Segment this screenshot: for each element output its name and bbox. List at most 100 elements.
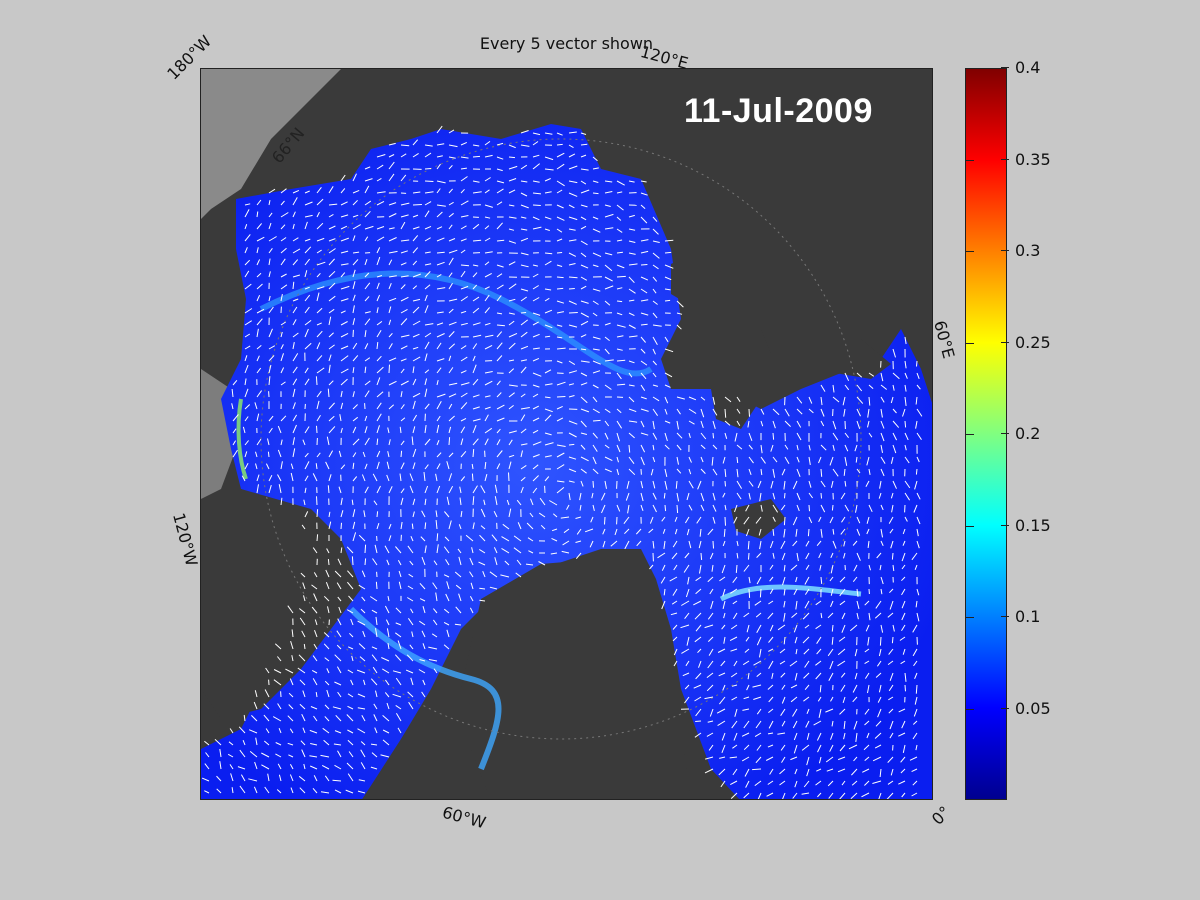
drift-vector [628,420,638,423]
drift-vector [742,708,750,711]
drift-vector [867,540,870,548]
colorbar-tick-mark [966,342,974,344]
drift-vector [400,174,407,182]
drift-vector [805,564,810,570]
drift-vector [520,476,526,482]
drift-vector [580,132,587,135]
drift-vector [435,592,438,602]
drift-vector [424,388,428,398]
drift-vector [520,216,527,219]
drift-vector [880,384,888,390]
drift-vector [316,249,322,254]
drift-vector [556,381,566,386]
drift-vector [742,660,750,666]
drift-vector [640,384,646,391]
drift-vector [790,564,798,571]
drift-vector [292,223,295,230]
drift-vector [370,596,378,602]
drift-vector [357,707,366,710]
drift-vector [244,388,249,398]
drift-vector [311,669,318,674]
drift-vector [783,612,786,622]
drift-vector [380,754,390,758]
drift-vector [484,237,491,242]
drift-vector [508,156,516,159]
drift-vector [817,696,822,702]
drift-vector [334,764,342,770]
drift-vector [448,272,453,278]
drift-vector [856,420,861,429]
drift-vector [671,552,678,560]
drift-vector [853,564,858,572]
alaska-land [201,69,341,219]
drift-vector [891,552,894,560]
drift-vector [676,504,679,514]
drift-vector [711,456,714,466]
drift-vector [704,768,714,774]
drift-vector [616,348,623,351]
drift-vector [388,523,392,530]
drift-vector [712,516,716,524]
drift-vector [352,391,355,398]
drift-vector [748,468,752,475]
drift-vector [592,300,599,305]
drift-vector [820,384,826,392]
drift-vector [232,440,237,446]
drift-vector [748,492,751,500]
drift-vector [436,188,441,194]
drift-vector [421,691,426,698]
drift-vector [604,408,611,414]
drift-vector [268,484,272,494]
drift-vector [424,191,434,194]
drift-vector [829,456,834,466]
drift-vector [652,480,656,489]
drift-vector [313,572,318,578]
drift-vector [806,732,810,740]
drift-vector [695,708,702,717]
drift-vector [843,552,846,559]
drift-vector [388,202,397,206]
drift-vector [520,164,528,170]
drift-vector [733,516,738,524]
drift-vector [388,250,398,254]
drift-vector [304,475,309,482]
drift-vector [460,167,467,170]
drift-vector [508,332,518,338]
drift-vector [628,263,638,266]
drift-vector [777,732,786,735]
drift-vector [508,144,516,149]
drift-vector [469,595,474,602]
drift-vector [909,756,918,761]
drift-vector [616,444,621,453]
drift-vector [544,228,550,231]
drift-vector [544,288,552,291]
drift-vector [723,636,726,644]
drift-vector [520,331,528,338]
drift-vector [544,369,552,374]
drift-vector [302,690,306,698]
drift-vector [400,380,409,386]
drift-vector [592,288,601,292]
drift-vector [898,780,906,785]
drift-vector [841,624,846,633]
drift-vector [340,464,346,470]
drift-vector [424,425,427,434]
drift-vector [412,448,417,458]
drift-vector [730,648,738,652]
drift-vector [664,504,667,512]
drift-vector [364,282,371,290]
drift-vector [340,237,349,242]
current-streak-greenland [719,584,862,602]
drift-vector [566,504,570,510]
drift-vector [334,730,342,734]
drift-vector [783,636,786,645]
drift-vector [721,744,726,753]
drift-vector [388,343,393,350]
drift-vector [448,257,454,266]
drift-vector [352,294,356,302]
drift-vector [436,342,442,350]
drift-vector [744,648,750,653]
drift-vector [604,204,611,207]
drift-vector [538,512,546,518]
drift-vector [816,636,822,644]
